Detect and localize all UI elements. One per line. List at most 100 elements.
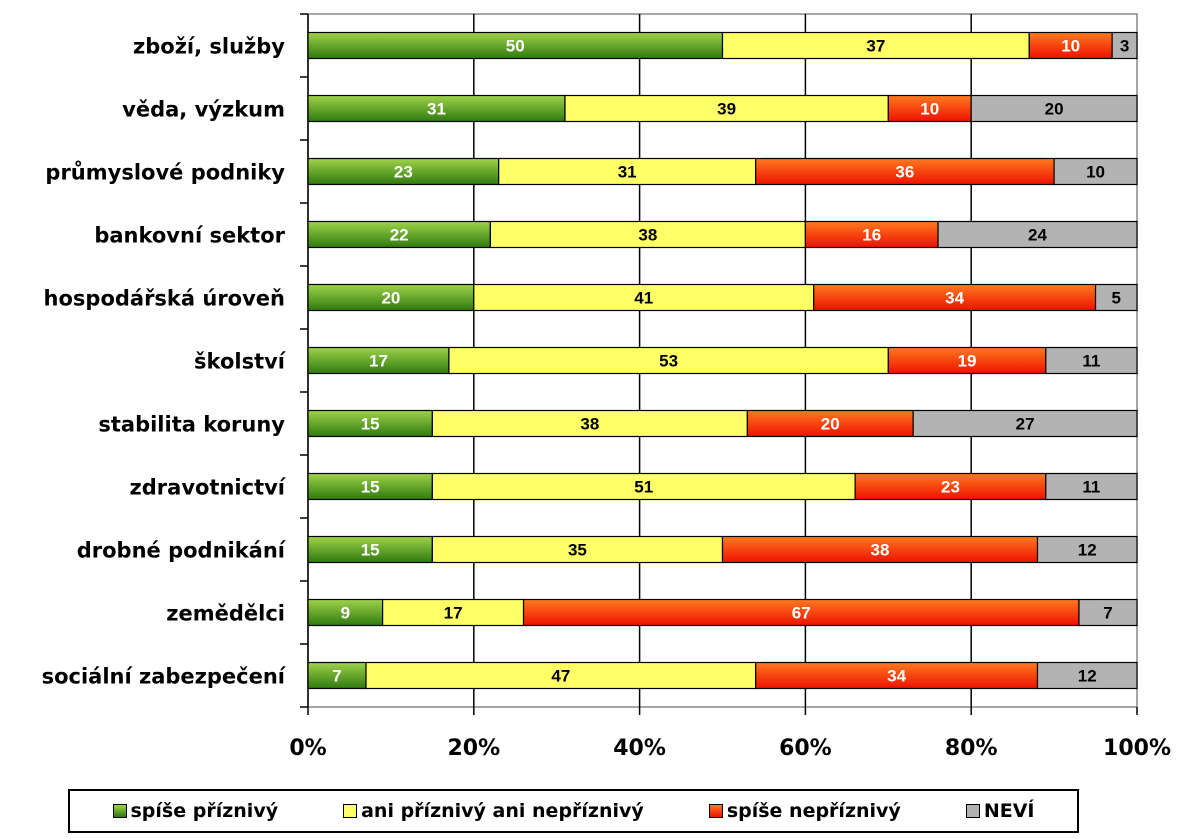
legend-swatch [112,804,127,818]
category-label: školství [194,350,287,374]
data-label: 23 [394,163,413,182]
bar-segment [721,535,1039,564]
category-label: zboží, služby [133,35,285,59]
data-label: 38 [580,415,599,434]
data-label: 11 [1082,478,1100,497]
data-label: 23 [941,478,960,497]
data-label: 35 [568,541,587,560]
bar-segment [473,283,815,312]
bar-segment [307,220,491,249]
bar-segment [522,598,1080,627]
data-label: 31 [618,163,637,182]
data-label: 24 [1028,226,1047,245]
x-tick-label: 60% [779,736,832,761]
data-label: 15 [361,541,380,560]
category-label: zemědělci [166,602,285,626]
data-label: 34 [887,667,906,686]
data-label: 47 [551,667,570,686]
data-label: 31 [427,100,446,119]
data-label: 34 [945,289,964,308]
data-label: 41 [634,289,653,308]
legend: spíše příznivý ani příznivý ani nepřízniv… [68,789,1079,833]
bar-segment [307,157,500,186]
data-label: 20 [821,415,840,434]
data-label: 19 [958,352,977,371]
bar-segment [307,472,433,501]
data-label: 51 [634,478,653,497]
data-label: 39 [717,100,736,119]
bar-segment [382,598,525,627]
bar-segment [1094,283,1138,312]
legend-swatch [708,804,723,818]
legend-label: NEVÍ [983,800,1035,822]
bar-segment [307,661,367,690]
bar-segment [307,598,384,627]
data-label: 3 [1120,37,1129,56]
legend-label: spíše příznivý [130,800,279,822]
data-label: 11 [1082,352,1100,371]
bar-segment [431,409,748,438]
bar-segment [307,346,450,375]
data-label: 10 [1061,37,1080,56]
category-label: drobné podnikání [77,539,287,563]
data-label: 17 [444,604,463,623]
bar-segment [307,94,566,123]
bar-segment [937,220,1138,249]
x-tick-label: 100% [1103,736,1171,761]
data-label: 53 [659,352,678,371]
legend-item: spíše nepříznivý [708,800,901,822]
data-label: 9 [341,604,350,623]
bar-segment [1036,535,1138,564]
data-label: 20 [381,289,400,308]
bar-segment [1078,598,1138,627]
data-label: 67 [792,604,811,623]
bar-segment [755,661,1039,690]
legend-swatch [343,804,358,818]
data-label: 20 [1045,100,1064,119]
data-label: 37 [866,37,885,56]
category-label: bankovní sektor [94,224,285,248]
data-label: 15 [361,478,380,497]
bar-segment [498,157,757,186]
category-label: sociální zabezpečení [42,665,287,689]
data-label: 17 [369,352,388,371]
data-label: 22 [390,226,409,245]
bar-segment [307,283,475,312]
data-label: 7 [332,667,341,686]
legend-label: ani příznivý ani nepříznivý [361,800,644,822]
x-tick-label: 0% [289,736,326,761]
legend-item: ani příznivý ani nepříznivý [343,800,644,822]
bar-segment [854,472,1047,501]
legend-item: spíše příznivý [112,800,279,822]
bar-segment [970,94,1138,123]
data-label: 38 [638,226,657,245]
category-label: průmyslové podniky [45,161,285,185]
bar-segment [307,535,433,564]
data-label: 10 [1086,163,1105,182]
bar-segment [887,94,972,123]
x-tick-label: 40% [613,736,666,761]
bar-segment [307,31,724,60]
category-label: zdravotnictví [130,476,287,500]
data-label: 10 [920,100,939,119]
category-label: věda, výzkum [122,98,285,122]
legend-item: NEVÍ [965,800,1035,822]
legend-label: spíše nepříznivý [726,800,901,822]
x-tick-label: 20% [447,736,500,761]
category-label: hospodářská úroveň [44,287,285,311]
data-label: 50 [506,37,525,56]
data-label: 36 [895,163,914,182]
x-tick-label: 80% [945,736,998,761]
data-label: 7 [1103,604,1112,623]
bar-segment [431,472,856,501]
bar-segment [448,346,889,375]
bar-segment [1036,661,1138,690]
data-label: 16 [862,226,881,245]
category-label: stabilita koruny [98,413,285,437]
bar-segment [307,409,433,438]
data-label: 38 [871,541,890,560]
data-label: 5 [1112,289,1121,308]
data-label: 12 [1078,541,1097,560]
bar-segment [1053,157,1138,186]
bar-segment [1045,472,1138,501]
